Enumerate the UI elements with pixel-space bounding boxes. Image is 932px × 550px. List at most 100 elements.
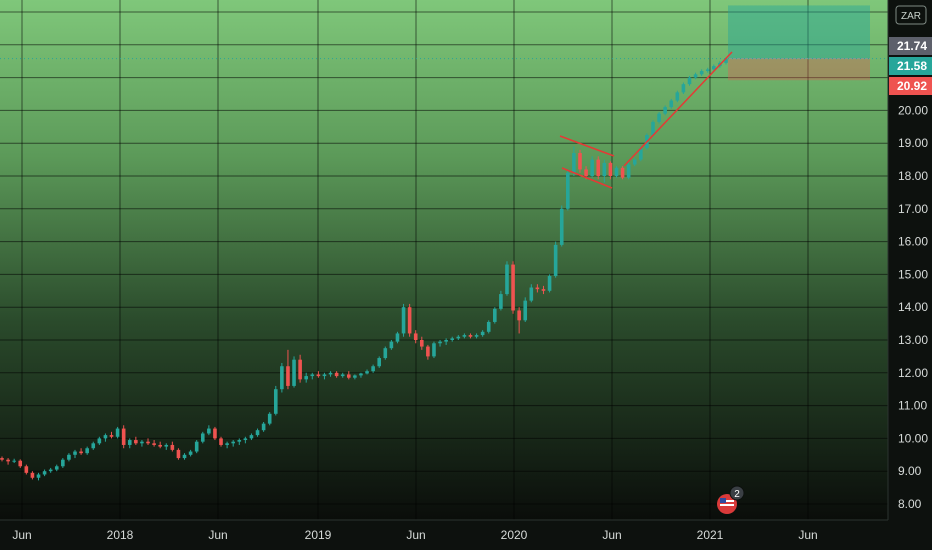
candle xyxy=(127,438,132,449)
candle xyxy=(73,449,77,459)
price-tags: 21.74 21.58 20.92 xyxy=(889,37,932,95)
candle xyxy=(712,64,716,72)
candle xyxy=(54,464,59,472)
candle xyxy=(687,75,692,86)
candle xyxy=(237,438,242,445)
price-tick: 14.00 xyxy=(898,300,928,314)
candle xyxy=(267,412,272,426)
candle xyxy=(523,297,528,322)
candle xyxy=(566,169,570,211)
price-tick: 10.00 xyxy=(898,431,928,445)
candle xyxy=(419,336,424,350)
candle xyxy=(486,320,491,334)
candle xyxy=(517,307,521,334)
time-tick: Jun xyxy=(208,528,227,542)
candle xyxy=(505,261,509,296)
candle xyxy=(316,371,321,378)
time-tick: Jun xyxy=(406,528,425,542)
economic-event-marker[interactable]: 2 xyxy=(717,485,745,514)
price-tick: 20.00 xyxy=(898,103,928,117)
candle xyxy=(182,453,187,460)
candle xyxy=(499,290,503,311)
profit-zone xyxy=(728,5,870,59)
candle xyxy=(553,241,558,278)
price-tag: 21.58 xyxy=(889,57,932,75)
candle xyxy=(152,440,156,447)
candle xyxy=(322,372,327,380)
candle xyxy=(413,330,418,344)
time-tick: 2019 xyxy=(305,528,332,542)
candle xyxy=(578,149,582,173)
candle xyxy=(559,205,564,247)
time-axis[interactable] xyxy=(0,520,888,550)
trend-line xyxy=(623,51,733,167)
candle xyxy=(620,166,625,180)
candle xyxy=(657,112,661,124)
loss-zone xyxy=(728,58,870,81)
candle xyxy=(651,120,655,137)
candle xyxy=(590,156,594,178)
candle xyxy=(632,157,637,167)
candle xyxy=(675,90,680,103)
candle xyxy=(255,428,260,437)
candle xyxy=(669,98,674,109)
candle xyxy=(626,162,631,180)
candle xyxy=(200,431,205,444)
price-tick: 8.00 xyxy=(898,497,922,511)
price-tick: 19.00 xyxy=(898,136,928,150)
candle xyxy=(115,426,120,439)
price-tick: 16.00 xyxy=(898,235,928,249)
candle xyxy=(334,371,339,378)
candle xyxy=(426,344,430,360)
candle xyxy=(91,441,96,450)
candle xyxy=(389,340,394,350)
candle xyxy=(170,441,175,452)
candle xyxy=(377,356,382,368)
candle xyxy=(365,369,369,375)
candle xyxy=(474,333,479,339)
zoom-button[interactable]: ZAR xyxy=(895,5,927,25)
candle xyxy=(243,436,248,444)
candle xyxy=(85,446,89,455)
candle xyxy=(304,372,309,383)
candle xyxy=(249,433,254,441)
grid-lines xyxy=(0,0,888,520)
candle xyxy=(450,336,455,342)
long-position-tool[interactable] xyxy=(728,5,870,81)
candle xyxy=(207,425,211,436)
candle xyxy=(261,422,266,432)
price-tick: 13.00 xyxy=(898,333,928,347)
price-tag: 20.92 xyxy=(889,77,932,95)
candle xyxy=(140,440,144,447)
flag-lower-line xyxy=(561,167,613,189)
time-tick: Jun xyxy=(798,528,817,542)
candle xyxy=(602,159,607,183)
candle xyxy=(340,372,345,378)
candle xyxy=(596,156,601,180)
candle xyxy=(298,354,302,383)
candle xyxy=(280,362,284,393)
candle xyxy=(213,426,217,441)
candle xyxy=(468,333,473,339)
candle xyxy=(109,431,114,439)
candle xyxy=(663,105,667,116)
candle xyxy=(699,69,704,76)
candle xyxy=(121,425,126,449)
time-tick: Jun xyxy=(12,528,31,542)
candle xyxy=(219,436,223,447)
zoom-label: ZAR xyxy=(901,11,921,22)
candle xyxy=(194,440,199,454)
candle xyxy=(48,467,53,473)
price-tick-labels: 8.00 9.00 10.00 11.00 12.00 13.00 14.00 15.00 16… xyxy=(898,103,928,511)
candle xyxy=(395,331,400,344)
drawing-lines[interactable] xyxy=(0,51,888,189)
candle xyxy=(608,161,613,180)
candle xyxy=(456,335,461,340)
candle xyxy=(493,307,497,324)
svg-text:20.92: 20.92 xyxy=(897,79,927,93)
event-badge-count: 2 xyxy=(734,489,740,500)
candle xyxy=(176,448,181,460)
candle xyxy=(134,436,138,445)
